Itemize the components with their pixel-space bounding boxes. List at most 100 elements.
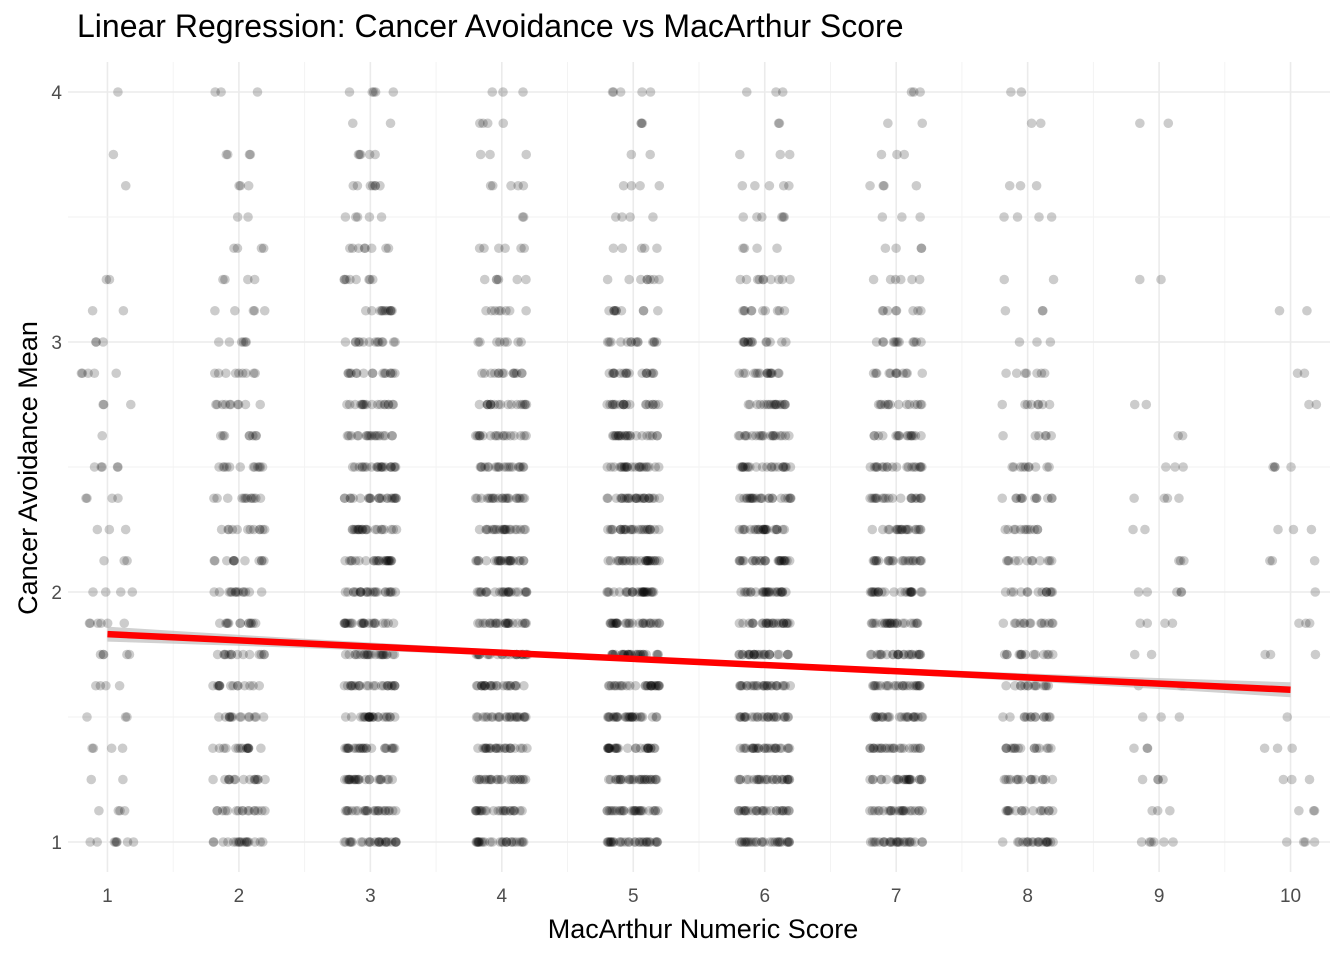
data-point <box>744 649 755 660</box>
data-point <box>1294 805 1304 816</box>
data-point <box>642 587 652 597</box>
data-point <box>480 680 490 691</box>
data-point <box>770 587 781 597</box>
data-point <box>746 587 756 597</box>
data-point <box>359 618 370 629</box>
data-point <box>358 368 369 379</box>
data-point <box>643 680 653 691</box>
data-point <box>357 743 368 754</box>
data-point <box>84 618 95 629</box>
data-point <box>388 743 399 754</box>
data-point <box>758 649 769 660</box>
data-point <box>739 524 749 535</box>
data-point <box>352 430 363 441</box>
data-point <box>778 555 789 566</box>
data-point <box>869 430 880 441</box>
data-point <box>232 524 242 535</box>
data-point <box>83 368 93 379</box>
data-point <box>361 743 372 754</box>
data-point <box>505 743 515 754</box>
data-point <box>610 680 620 691</box>
data-point <box>616 337 626 347</box>
data-point <box>647 587 658 597</box>
data-point <box>389 462 400 472</box>
data-point <box>917 837 928 847</box>
data-point <box>1003 555 1013 566</box>
data-point <box>624 774 634 785</box>
data-point <box>518 493 528 504</box>
data-point <box>246 618 256 629</box>
x-tick-label: 4 <box>497 886 508 907</box>
data-point <box>97 462 107 472</box>
data-point <box>497 837 508 847</box>
data-point <box>653 680 664 691</box>
data-point <box>621 587 631 597</box>
data-point <box>905 555 915 566</box>
data-point <box>764 180 775 191</box>
data-point <box>364 149 375 160</box>
data-point <box>504 555 515 566</box>
data-point <box>478 712 489 722</box>
data-point <box>1020 649 1031 660</box>
data-point <box>765 805 776 816</box>
data-point <box>364 337 375 347</box>
data-point <box>232 212 243 222</box>
data-point <box>762 524 772 535</box>
data-point <box>343 430 354 441</box>
data-point <box>762 587 772 597</box>
data-point <box>783 743 793 754</box>
data-point <box>470 493 481 504</box>
data-point <box>342 430 353 441</box>
data-point <box>387 399 398 410</box>
data-point <box>780 712 790 722</box>
data-point <box>778 212 789 222</box>
data-point <box>778 618 789 629</box>
data-point <box>777 587 788 597</box>
data-point <box>255 493 266 504</box>
data-point <box>241 368 251 379</box>
data-point <box>238 587 249 597</box>
data-point <box>602 587 612 597</box>
data-point <box>1259 743 1270 754</box>
data-point <box>383 680 394 691</box>
data-point <box>617 493 627 504</box>
data-point <box>883 118 893 129</box>
data-point <box>610 618 620 629</box>
data-point <box>764 493 775 504</box>
data-point <box>380 587 390 597</box>
data-point <box>757 587 768 597</box>
data-point <box>617 805 627 816</box>
data-point <box>354 774 364 785</box>
data-point <box>501 524 512 535</box>
data-point <box>343 805 354 816</box>
data-point <box>614 587 625 597</box>
data-point <box>627 587 638 597</box>
data-point <box>225 399 236 410</box>
data-point <box>367 712 378 722</box>
data-point <box>520 524 531 535</box>
data-point <box>374 430 385 441</box>
data-points <box>76 87 1322 847</box>
data-point <box>381 649 391 660</box>
data-point <box>386 555 396 566</box>
data-point <box>621 587 632 597</box>
data-point <box>608 837 619 847</box>
data-point <box>225 587 236 597</box>
data-point <box>1002 649 1012 660</box>
data-point <box>744 493 755 504</box>
data-point <box>353 430 364 441</box>
data-point <box>517 805 527 816</box>
data-point <box>748 680 759 691</box>
data-point <box>479 837 490 847</box>
data-point <box>734 805 744 816</box>
data-point <box>763 493 774 504</box>
data-point <box>122 712 132 722</box>
data-point <box>739 555 749 566</box>
data-point <box>621 493 632 504</box>
data-point <box>627 712 637 722</box>
data-point <box>739 837 750 847</box>
data-point <box>365 837 375 847</box>
data-point <box>473 837 484 847</box>
data-point <box>603 743 613 754</box>
data-point <box>771 680 782 691</box>
